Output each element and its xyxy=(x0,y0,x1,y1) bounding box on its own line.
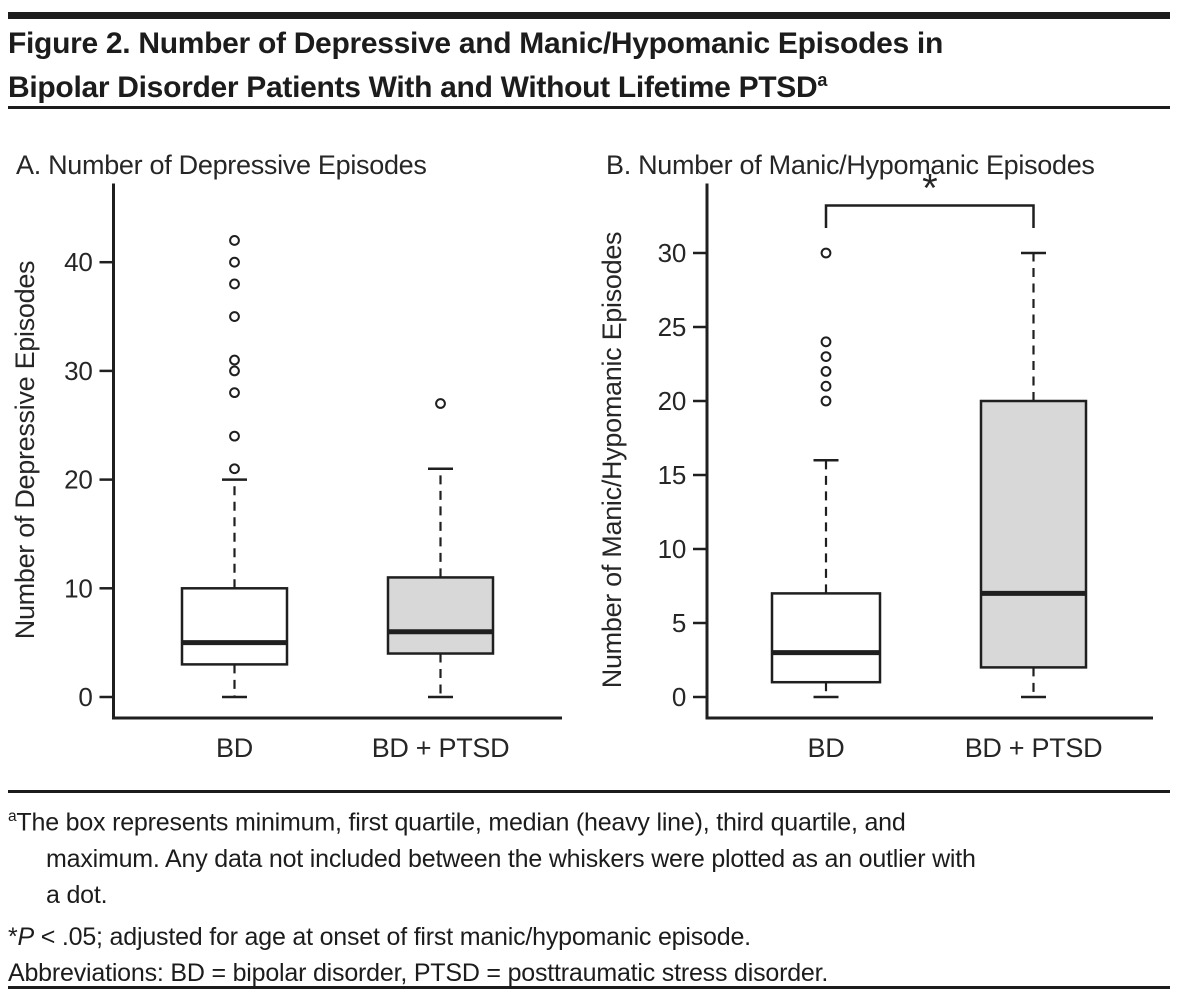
box-bd xyxy=(770,592,882,684)
y-tick-label: 25 xyxy=(658,312,686,342)
y-tick-label: 30 xyxy=(658,238,686,268)
footnote-a-superscript: a xyxy=(8,808,17,825)
outlier-dot-bd xyxy=(229,256,240,268)
significance-p-symbol: P xyxy=(17,922,35,951)
y-tick-label: 15 xyxy=(658,460,686,490)
footnote-significance: *P < .05; adjusted for age at onset of f… xyxy=(8,922,751,951)
box-bd-ptsd xyxy=(386,576,495,655)
outlier-dot-bd xyxy=(820,247,832,259)
y-axis-label: Number of Manic/Hypomanic Episodes xyxy=(597,232,627,689)
footnote-a-line-2: maximum. Any data not included between t… xyxy=(46,844,976,873)
box-bd-ptsd xyxy=(979,399,1088,669)
box-bd xyxy=(180,587,289,666)
footnotes-block: aThe box represents minimum, first quart… xyxy=(8,799,1172,992)
y-tick-label: 40 xyxy=(64,247,92,277)
outlier-dot-bd xyxy=(229,354,240,366)
footnote-a-line-1: aThe box represents minimum, first quart… xyxy=(8,808,906,837)
panel-b: B. Number of Manic/Hypomanic Episodes 0 5 1… xyxy=(597,150,1153,763)
y-tick-label: 30 xyxy=(64,356,92,386)
y-tick-label: 5 xyxy=(672,608,686,638)
outlier-dot-bd xyxy=(229,430,240,442)
outlier-dot-bd-ptsd xyxy=(435,398,446,409)
footnote-divider-rule xyxy=(8,790,1170,793)
outlier-dot-bd xyxy=(820,395,832,407)
outlier-dot-bd xyxy=(229,463,240,475)
category-label-bd: BD xyxy=(808,733,845,763)
outlier-dot-bd xyxy=(229,278,240,290)
y-tick-label: 10 xyxy=(64,573,92,603)
y-tick-label: 0 xyxy=(78,682,92,712)
y-axis-label: Number of Depressive Episodes xyxy=(10,261,40,639)
title-divider-rule xyxy=(8,106,1170,109)
panel-b-title: B. Number of Manic/Hypomanic Episodes xyxy=(606,150,1095,180)
category-label-bd-ptsd: BD + PTSD xyxy=(372,733,510,763)
y-tick-label: 20 xyxy=(64,465,92,495)
top-bar-rule xyxy=(8,12,1170,19)
y-tick-label: 0 xyxy=(672,682,686,712)
outlier-dot-bd xyxy=(820,351,832,363)
outlier-dot-bd xyxy=(229,365,240,377)
outlier-dot-bd xyxy=(820,336,832,348)
significance-star: * xyxy=(922,167,937,211)
outlier-dot-bd xyxy=(229,387,240,399)
outlier-dot-bd xyxy=(820,380,832,392)
figure-title: Figure 2. Number of Depressive and Manic… xyxy=(8,25,1174,106)
category-label-bd-ptsd: BD + PTSD xyxy=(965,733,1103,763)
outlier-dot-bd xyxy=(820,366,832,377)
outlier-dot-bd xyxy=(229,235,240,246)
outlier-dot-bd xyxy=(229,311,240,322)
figure-title-line-2: Bipolar Disorder Patients With and Witho… xyxy=(8,71,818,104)
y-tick-label: 20 xyxy=(658,386,686,416)
category-label-bd: BD xyxy=(216,733,253,763)
footnote-a-line-3: a dot. xyxy=(46,881,108,910)
bottom-rule xyxy=(8,986,1170,989)
significance-bracket xyxy=(824,204,1035,228)
figure-title-superscript: a xyxy=(817,70,828,90)
y-tick-label: 10 xyxy=(658,534,686,564)
significance-marker: * xyxy=(8,922,18,951)
panel-a-title: A. Number of Depressive Episodes xyxy=(16,150,427,180)
footnote-abbreviations: Abbreviations: BD = bipolar disorder, PT… xyxy=(8,959,829,988)
figure-title-line-1: Figure 2. Number of Depressive and Manic… xyxy=(8,27,943,60)
panel-a: A. Number of Depressive Episodes 0 10 20 30 4… xyxy=(10,150,562,763)
